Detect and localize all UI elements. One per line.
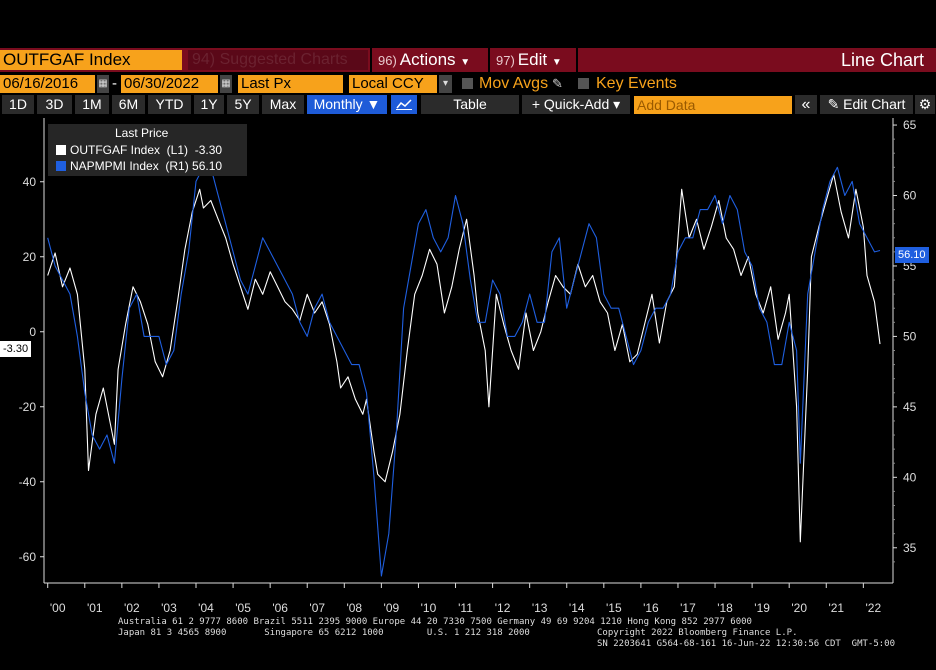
x-tick-label: '15	[606, 601, 622, 615]
x-tick-label: '07	[309, 601, 325, 615]
footer-contacts-line1: Australia 61 2 9777 8600 Brazil 5511 239…	[118, 617, 752, 627]
period-1d-button[interactable]: 1D	[2, 95, 34, 114]
right-tick-label: 45	[903, 400, 917, 414]
period-1y-button[interactable]: 1Y	[194, 95, 224, 114]
suggested-charts-button[interactable]: 94) Suggested Charts	[188, 50, 368, 70]
left-tick-label: 40	[23, 175, 37, 189]
calendar-icon[interactable]: ▦	[97, 75, 109, 93]
right-tick-label: 60	[903, 189, 917, 203]
quick-add-button[interactable]: + Quick-Add ▾	[522, 95, 630, 114]
left-tick-label: 0	[29, 325, 36, 339]
period-ytd-button[interactable]: YTD	[148, 95, 191, 114]
x-tick-label: '10	[421, 601, 437, 615]
key-events-checkbox[interactable]	[578, 78, 589, 89]
x-tick-label: '05	[235, 601, 251, 615]
x-tick-label: '09	[384, 601, 400, 615]
date-separator: -	[112, 75, 117, 92]
period-1m-button[interactable]: 1M	[75, 95, 109, 114]
edit-number: 97)	[496, 53, 515, 68]
divider	[488, 48, 490, 72]
chevron-down-icon: ▼	[551, 57, 562, 68]
x-tick-label: '14	[569, 601, 585, 615]
x-tick-label: '03	[161, 601, 177, 615]
current-value-right-tag: 56.10	[895, 247, 929, 263]
period-max-button[interactable]: Max	[262, 95, 304, 114]
price-field-select[interactable]: Last Px	[238, 75, 343, 93]
left-tick-label: -20	[19, 400, 37, 414]
calendar-icon[interactable]: ▦	[220, 75, 232, 93]
x-tick-label: '16	[643, 601, 659, 615]
settings-bar: 06/16/2016 ▦ - 06/30/2022 ▦ Last Px Loca…	[0, 74, 936, 94]
chart-type-title: Line Chart	[840, 50, 924, 70]
x-tick-label: '12	[495, 601, 511, 615]
actions-menu[interactable]: 96) Actions ▼	[374, 50, 486, 70]
x-tick-label: '06	[272, 601, 288, 615]
mov-avgs-label[interactable]: Mov Avgs	[479, 75, 549, 92]
legend-title: Last Price	[115, 126, 169, 140]
x-tick-label: '22	[866, 601, 882, 615]
left-tick-label: -60	[19, 550, 37, 564]
period-bar: 1D 3D 1M 6M YTD 1Y 5Y Max Monthly ▼ Tabl…	[0, 95, 936, 115]
edit-menu[interactable]: 97) Edit ▼	[492, 50, 576, 70]
legend-swatch-white	[56, 145, 66, 155]
right-tick-label: 50	[903, 329, 917, 343]
footer-serial: SN 2203641 G564-68-161 16-Jun-22 12:30:5…	[597, 639, 896, 649]
mov-avgs-checkbox[interactable]	[462, 78, 473, 89]
chart-legend: Last Price OUTFGAF Index (L1) -3.30 NAPM…	[48, 124, 247, 176]
legend-swatch-blue	[56, 161, 66, 171]
x-tick-label: '19	[754, 601, 770, 615]
edit-label: Edit	[517, 50, 548, 69]
footer-contacts-line2: Japan 81 3 4565 8900 Singapore 65 6212 1…	[118, 628, 530, 638]
divider	[576, 48, 578, 72]
x-tick-label: '02	[124, 601, 140, 615]
pencil-icon[interactable]: ✎	[552, 76, 563, 91]
x-tick-label: '01	[87, 601, 103, 615]
x-tick-label: '18	[717, 601, 733, 615]
current-value-left-tag: -3.30	[0, 341, 32, 357]
x-tick-label: '20	[791, 601, 807, 615]
legend-label-napmpmi: NAPMPMI Index (R1) 56.10	[70, 159, 223, 173]
period-3d-button[interactable]: 3D	[37, 95, 72, 114]
right-tick-label: 40	[903, 470, 917, 484]
end-date-field[interactable]: 06/30/2022	[121, 75, 218, 93]
add-data-input[interactable]: Add Data	[634, 96, 792, 114]
legend-entry-napmpmi: NAPMPMI Index (R1) 56.10	[56, 159, 222, 173]
start-date-field[interactable]: 06/16/2016	[0, 75, 95, 93]
collapse-icon[interactable]: «	[795, 95, 817, 114]
legend-label-outfgaf: OUTFGAF Index (L1) -3.30	[70, 143, 223, 157]
chevron-down-icon: ▼	[460, 57, 471, 68]
line-chart-icon[interactable]	[391, 95, 417, 114]
right-tick-label: 65	[903, 118, 917, 132]
period-6m-button[interactable]: 6M	[112, 95, 145, 114]
x-tick-label: '04	[198, 601, 214, 615]
x-tick-label: '00	[50, 601, 66, 615]
period-5y-button[interactable]: 5Y	[227, 95, 259, 114]
left-tick-label: 20	[23, 250, 37, 264]
legend-entry-outfgaf: OUTFGAF Index (L1) -3.30	[56, 143, 222, 157]
table-button[interactable]: Table	[421, 95, 519, 114]
title-bar: OUTFGAF Index 94) Suggested Charts 96) Ac…	[0, 48, 936, 72]
x-tick-label: '21	[828, 601, 844, 615]
right-tick-label: 35	[903, 541, 917, 555]
series-line-napmpmi	[47, 166, 881, 577]
x-tick-label: '13	[532, 601, 548, 615]
divider	[370, 48, 372, 72]
footer-copyright: Copyright 2022 Bloomberg Finance L.P.	[597, 628, 798, 638]
frequency-select[interactable]: Monthly ▼	[307, 95, 387, 114]
series-line-outfgaf	[47, 173, 881, 543]
edit-chart-button[interactable]: ✎ Edit Chart	[820, 95, 913, 114]
gear-icon[interactable]: ⚙	[915, 95, 935, 114]
actions-number: 96)	[378, 53, 397, 68]
chevron-down-icon[interactable]: ▾	[439, 75, 452, 93]
key-events-label[interactable]: Key Events	[596, 75, 677, 92]
x-tick-label: '17	[680, 601, 696, 615]
currency-select[interactable]: Local CCY	[349, 75, 437, 93]
actions-label: Actions	[399, 50, 456, 69]
ticker-field[interactable]: OUTFGAF Index	[0, 50, 182, 70]
left-tick-label: -40	[19, 475, 37, 489]
x-tick-label: '11	[458, 601, 473, 615]
x-tick-label: '08	[346, 601, 362, 615]
